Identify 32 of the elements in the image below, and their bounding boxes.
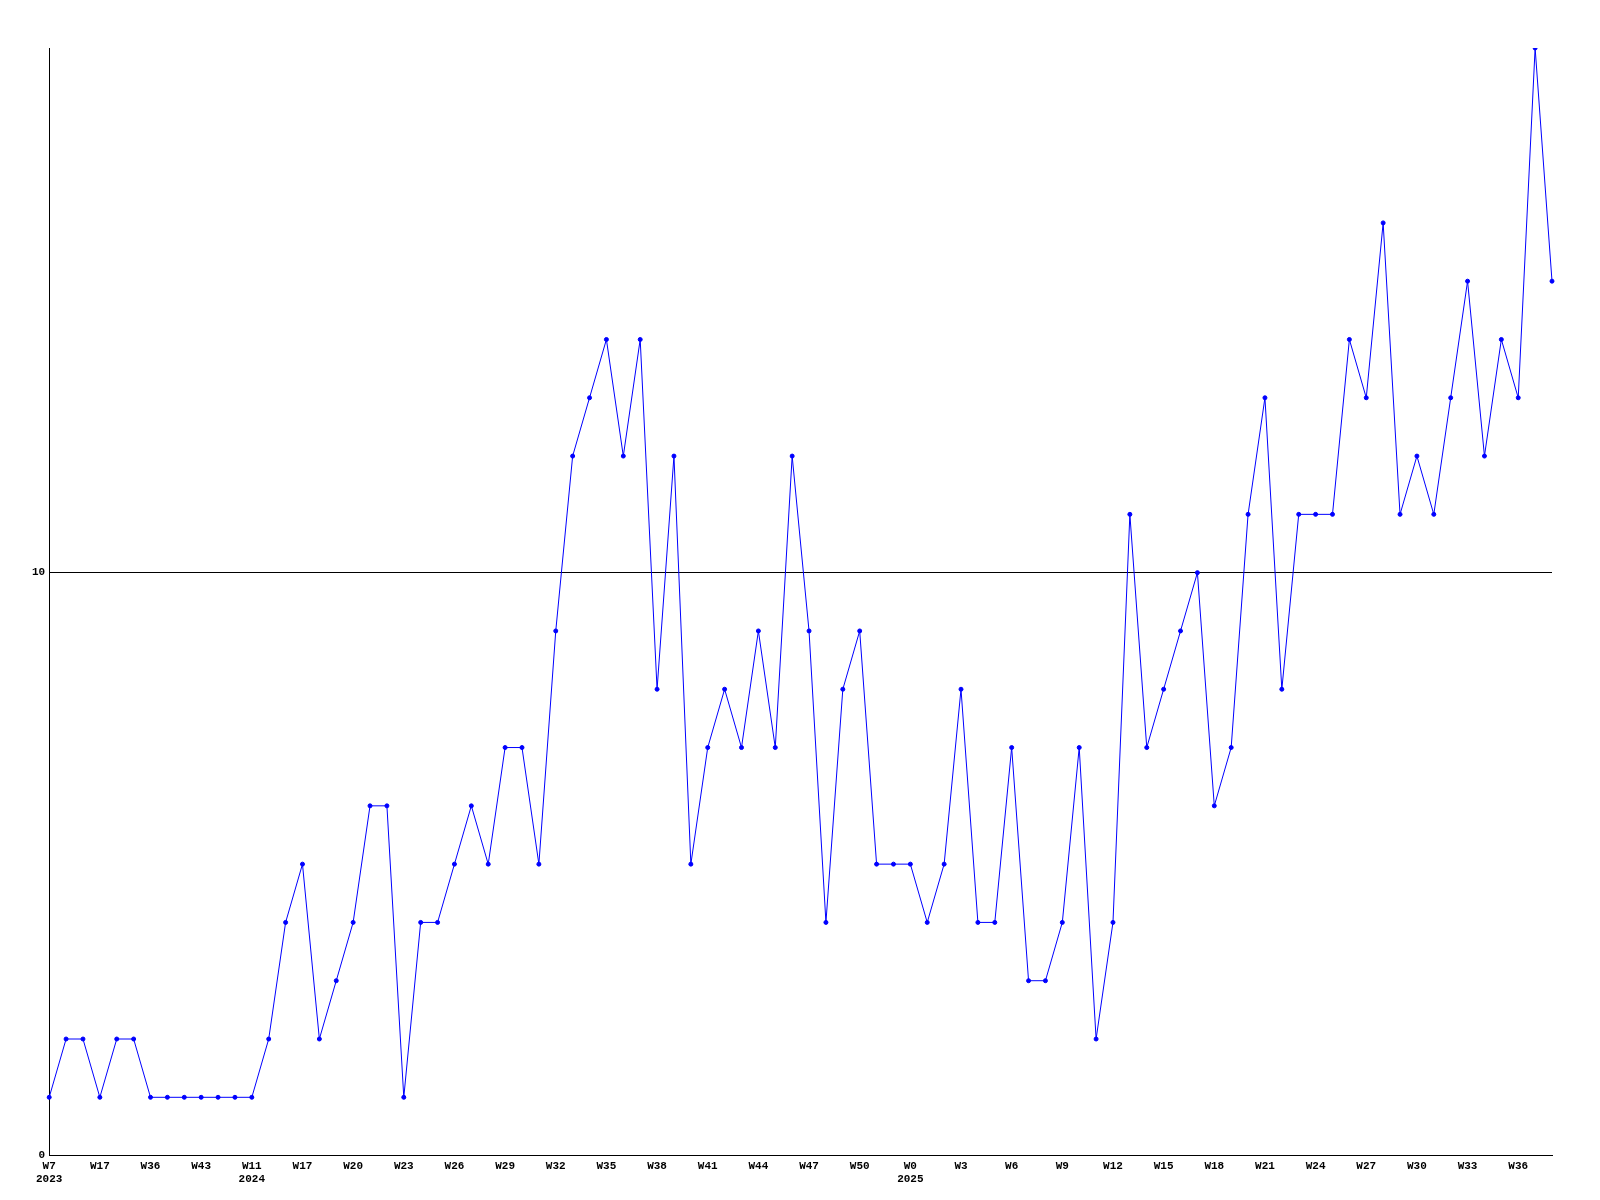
x-tick-label: W17 bbox=[292, 1159, 313, 1172]
x-tick-label: W50 bbox=[849, 1159, 870, 1172]
x-tick-label: W36 bbox=[1508, 1159, 1529, 1172]
x-tick-label: W47 bbox=[799, 1159, 819, 1172]
x-tick-label: W41 bbox=[697, 1159, 719, 1172]
x-tick-label: W27 bbox=[1356, 1159, 1377, 1172]
x-tick-label: W43 bbox=[191, 1159, 212, 1172]
x-tick-label: W12 bbox=[1103, 1159, 1123, 1172]
x-tick-label: W7 2023 bbox=[36, 1159, 63, 1186]
x-tick-label: W15 bbox=[1153, 1159, 1174, 1172]
x-tick-label: W20 bbox=[343, 1159, 364, 1172]
x-tick-label: W29 bbox=[495, 1159, 516, 1172]
x-tick-label: W38 bbox=[647, 1159, 668, 1172]
x-tick-label: W32 bbox=[545, 1159, 566, 1172]
y-tick-label: 0 bbox=[38, 1149, 46, 1162]
x-tick-label: W24 bbox=[1305, 1159, 1326, 1172]
x-tick-label: W11 2024 bbox=[238, 1159, 266, 1186]
x-tick-label: W26 bbox=[444, 1159, 465, 1172]
x-tick-label: W9 bbox=[1055, 1159, 1069, 1172]
y-tick-label: 10 bbox=[32, 566, 46, 579]
x-tick-label: W21 bbox=[1255, 1159, 1276, 1172]
x-tick-label: W0 2025 bbox=[897, 1159, 924, 1186]
x-tick-label: W3 bbox=[954, 1159, 969, 1172]
x-tick-label: W44 bbox=[748, 1159, 769, 1172]
x-tick-label: W17 bbox=[89, 1159, 110, 1172]
x-tick-label: W30 bbox=[1407, 1159, 1427, 1172]
x-tick-label: W23 bbox=[393, 1159, 415, 1172]
x-tick-label: W33 bbox=[1457, 1159, 1478, 1172]
x-tick-label: W35 bbox=[596, 1159, 617, 1172]
x-tick-label: W18 bbox=[1204, 1159, 1225, 1172]
x-tick-label: W36 bbox=[140, 1159, 161, 1172]
x-tick-label: W6 bbox=[1005, 1159, 1019, 1172]
